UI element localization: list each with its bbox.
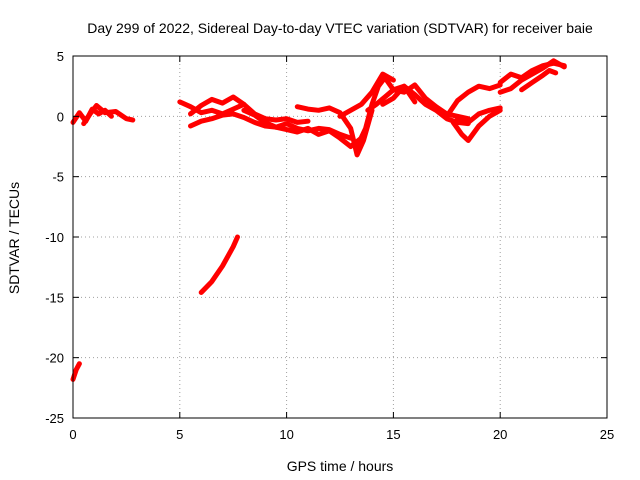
grid-lines [73, 56, 607, 418]
y-tick-label: -15 [45, 290, 64, 305]
series-arc-a [177, 99, 247, 117]
data-series [70, 58, 567, 382]
y-axis-label: SDTVAR / TECUs [6, 182, 22, 294]
chart-title: Day 299 of 2022, Sidereal Day-to-day VTE… [87, 20, 593, 36]
y-tick-label: -25 [45, 411, 64, 426]
x-tick-label: 15 [386, 427, 400, 442]
x-axis-label: GPS time / hours [287, 458, 394, 474]
series-arc-n [497, 60, 567, 85]
x-tick-labels: 0 5 10 15 20 25 [69, 427, 614, 442]
y-tick-label: -20 [45, 351, 64, 366]
x-tick-label: 25 [600, 427, 614, 442]
x-tick-label: 0 [69, 427, 76, 442]
series-arc-early-low [70, 361, 82, 382]
series-arc-j [444, 82, 503, 119]
y-tick-label: -5 [52, 170, 64, 185]
series-arc-morning-low [198, 234, 240, 295]
x-tick-label: 20 [493, 427, 507, 442]
y-tick-label: 0 [57, 109, 64, 124]
series-arc-d [241, 107, 364, 149]
series-arc-k [450, 107, 503, 143]
series-arc-o [519, 68, 559, 93]
y-tick-label: -10 [45, 230, 64, 245]
series-arc-early-b [81, 103, 136, 127]
series-arc-b [188, 94, 311, 125]
y-tick-label: 5 [57, 49, 64, 64]
series-arc-e [294, 104, 375, 158]
series-arc-f [337, 71, 396, 119]
y-tick-labels: 5 0 -5 -10 -15 -20 -25 [45, 49, 64, 426]
x-tick-label: 10 [279, 427, 293, 442]
x-tick-label: 5 [176, 427, 183, 442]
axis-ticks [72, 55, 608, 419]
series-arc-l [455, 105, 503, 125]
